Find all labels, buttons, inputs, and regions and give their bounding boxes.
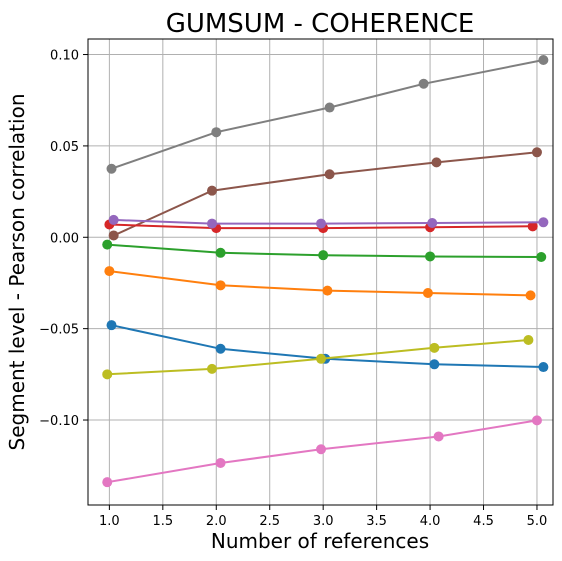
x-tick-label: 2.5 [259, 514, 280, 529]
data-point [106, 320, 117, 331]
y-axis-ticks: 0.10 0.05 0.00 −0.05 −0.10 [39, 49, 88, 429]
data-point [316, 444, 327, 455]
data-point [538, 55, 549, 66]
series-2 [108, 147, 542, 241]
data-point [538, 362, 549, 373]
data-point [102, 239, 113, 250]
y-tick-label: 0.00 [50, 231, 79, 246]
series-5 [102, 239, 547, 263]
series-7 [106, 320, 549, 373]
series-6 [104, 266, 536, 301]
data-point [318, 250, 329, 261]
data-point [106, 163, 117, 174]
x-tick-label: 2.0 [206, 514, 227, 529]
series-8 [102, 334, 534, 380]
data-point [104, 266, 115, 277]
x-tick-label: 5.0 [527, 514, 548, 529]
chart-title: GUMSUM - COHERENCE [166, 9, 475, 39]
series-line [113, 218, 544, 225]
data-point [207, 218, 217, 229]
data-point [207, 185, 217, 196]
y-tick-label: −0.05 [39, 323, 79, 338]
data-point [324, 169, 335, 180]
data-point [215, 247, 226, 258]
data-point [527, 221, 538, 232]
data-point [425, 251, 436, 262]
data-point [538, 217, 549, 228]
x-axis-label: Number of references [211, 529, 429, 553]
data-point [316, 353, 327, 364]
data-point [422, 288, 433, 299]
data-point [429, 342, 440, 353]
data-point [322, 285, 333, 296]
data-series [102, 55, 549, 488]
data-point [531, 415, 542, 426]
data-point [211, 127, 222, 138]
data-point [102, 369, 113, 380]
data-point [429, 359, 440, 370]
data-point [108, 230, 119, 241]
x-tick-label: 3.5 [366, 514, 387, 529]
y-tick-label: 0.05 [50, 140, 79, 155]
data-point [418, 78, 429, 89]
data-point [215, 280, 226, 291]
x-tick-label: 4.0 [420, 514, 441, 529]
x-tick-label: 4.5 [473, 514, 494, 529]
grid-lines [88, 39, 553, 505]
data-point [215, 457, 226, 468]
data-point [525, 290, 536, 301]
x-axis-ticks: 1.0 1.5 2.0 2.5 3.0 3.5 4.0 4.5 5.0 [99, 505, 547, 529]
data-point [431, 157, 442, 168]
series-line [109, 270, 531, 297]
y-tick-label: 0.10 [50, 49, 79, 64]
series-1 [106, 55, 549, 174]
data-point [536, 252, 547, 263]
data-point [427, 218, 438, 229]
series-line [111, 59, 544, 170]
y-axis-label: Segment level - Pearson correlation [5, 94, 29, 451]
data-point [207, 363, 217, 374]
x-tick-label: 3.0 [313, 514, 334, 529]
plot-frame [87, 38, 554, 506]
data-point [523, 334, 534, 345]
data-point [102, 477, 113, 488]
x-tick-label: 1.5 [152, 514, 173, 529]
data-point [433, 431, 444, 442]
series-9 [102, 415, 542, 488]
data-point [108, 214, 119, 225]
data-point [316, 218, 327, 229]
data-point [531, 147, 542, 158]
data-point [215, 343, 226, 354]
data-point [324, 102, 335, 113]
x-tick-label: 1.0 [99, 514, 120, 529]
y-tick-label: −0.10 [39, 414, 79, 429]
series-4 [108, 214, 549, 229]
